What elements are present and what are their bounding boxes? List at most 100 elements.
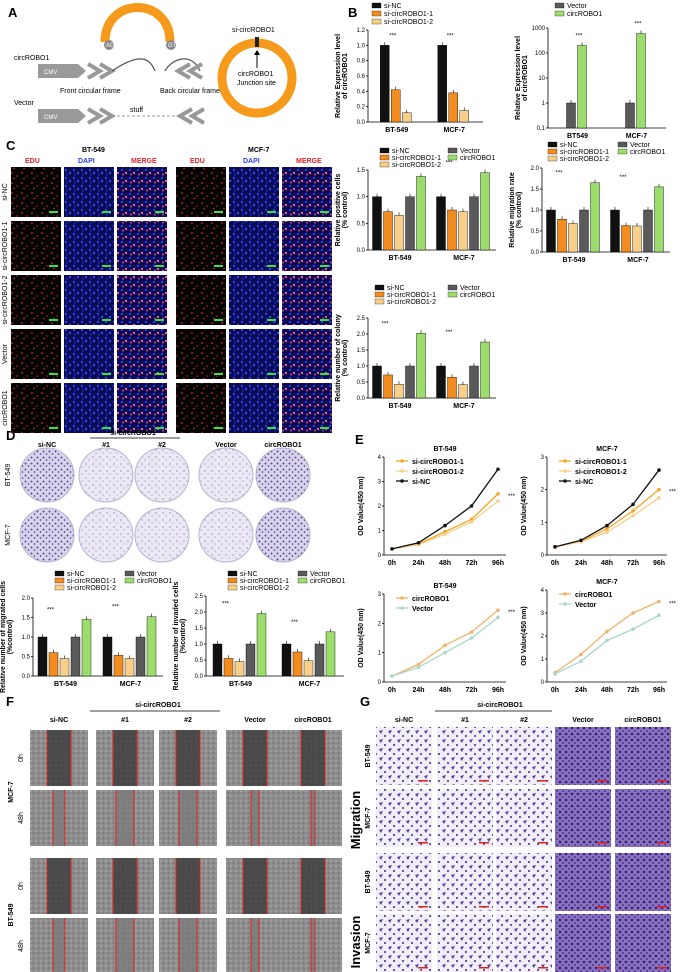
bar: [459, 110, 469, 123]
plate-col-label: circROBO1: [264, 442, 301, 449]
cell-line-label: MCF-7: [365, 807, 372, 828]
y-axis-label: Relative number of colony: [335, 314, 342, 402]
legend-label: Vector: [412, 606, 434, 613]
data-point: [469, 504, 474, 508]
bar: [234, 661, 245, 677]
cell-line-label: BT-549: [8, 903, 15, 926]
series-line: [391, 609, 499, 677]
x-tick-label: BT-549: [385, 127, 408, 134]
y-tick-label: 1.0: [357, 43, 366, 49]
y-tick-label: 1: [378, 651, 382, 657]
bar: [610, 209, 620, 253]
scale-bar: [49, 427, 58, 429]
micrograph-tile: [11, 329, 61, 379]
scale-bar: [479, 842, 489, 844]
legend-swatch: [379, 161, 390, 168]
legend-label: Vector: [137, 571, 158, 578]
y-tick-label: 2: [378, 621, 382, 627]
y-axis-label: (%control): [7, 620, 14, 655]
legend-marker: [400, 596, 404, 600]
legend-label: si-circROBO1-1: [387, 292, 436, 299]
y-axis-label: Relative migration rate: [509, 172, 516, 248]
bar: [568, 223, 578, 253]
significance-mark: ***: [382, 164, 390, 170]
transwell-image: [437, 727, 493, 785]
bar: [458, 384, 468, 399]
legend-label: circROBO1: [412, 596, 449, 603]
transwell-col-label: si-NC: [395, 717, 413, 724]
transwell-col-label: Vector: [572, 717, 594, 724]
bar: [469, 196, 479, 251]
significance-mark: ***: [669, 490, 677, 496]
data-point: [553, 672, 557, 676]
ag-site-icon: [104, 40, 114, 50]
bar: [577, 45, 587, 129]
micrograph-tile: [117, 383, 167, 433]
data-point: [579, 538, 583, 543]
bar: [394, 384, 404, 399]
transwell-image: [376, 914, 432, 972]
x-tick-label: 48h: [439, 687, 451, 694]
data-point: [657, 613, 661, 618]
wound-col-label: #2: [184, 717, 192, 724]
scale-bar: [597, 780, 607, 782]
y-axis-label: (%control): [180, 619, 187, 654]
cell-line-label: BT-549: [365, 870, 372, 893]
bar: [458, 211, 468, 251]
micrograph-tile: [282, 329, 332, 379]
legend-swatch: [379, 154, 390, 161]
x-tick-label: 24h: [575, 560, 587, 567]
micrograph-tile: [64, 221, 114, 271]
series-line: [554, 489, 660, 548]
legend-swatch: [554, 2, 565, 9]
scale-bar: [214, 265, 223, 267]
scale-bar: [320, 211, 329, 213]
y-tick-label: 2.5: [357, 316, 366, 322]
legend-swatch: [547, 155, 558, 162]
legend-label: si-NC: [387, 285, 405, 292]
legend-swatch: [371, 2, 382, 9]
legend-label: si-circROBO1-2: [560, 156, 609, 163]
y-tick-label: 0: [378, 553, 382, 559]
data-point: [496, 608, 500, 612]
legend-label: si-circROBO1-2: [575, 469, 627, 476]
data-point: [496, 467, 500, 472]
y-tick-label: 0.8: [357, 59, 366, 65]
wound-gap: [113, 858, 137, 914]
bar: [391, 89, 401, 123]
scale-bar: [214, 319, 223, 321]
legend-label: si-NC: [412, 479, 430, 486]
bar: [325, 631, 336, 677]
significance-mark: ***: [669, 602, 677, 608]
wound-healing: si-circROBO1 si-NC #1 #2 Vector circROBO1 0h 48…: [8, 702, 342, 972]
data-point: [469, 636, 474, 640]
bar: [102, 636, 113, 677]
y-axis-label: Relative positive cells: [335, 174, 342, 247]
bar: [643, 209, 653, 253]
legend-label: si-circROBO1-1: [384, 11, 433, 18]
wound-gap: [176, 858, 200, 914]
micrograph-tile: [229, 383, 279, 433]
x-tick-label: 96h: [653, 687, 665, 694]
bar: [380, 45, 390, 123]
legend-swatch: [297, 570, 308, 577]
colony-plate: [198, 447, 254, 503]
y-tick-label: 1.5: [22, 616, 31, 622]
series-line: [554, 614, 660, 675]
transwell-image: [555, 789, 611, 847]
legend-label: circROBO1: [137, 578, 173, 585]
transwell-image: [496, 789, 552, 847]
scale-bar: [267, 373, 276, 375]
front-frame-arrows: [86, 62, 116, 80]
transwell-image: [555, 853, 611, 911]
colony-plate: [78, 447, 134, 503]
bar: [480, 172, 490, 251]
wound-gap: [179, 790, 197, 846]
plate-row-label: MCF-7: [5, 524, 12, 545]
legend-swatch: [371, 18, 382, 25]
data-point: [657, 496, 661, 500]
micrograph-tile: [64, 329, 114, 379]
micrograph-tile: [117, 167, 167, 217]
transwell: si-circROBO1 si-NC #1 #2 Vector circROBO1 BT-5…: [348, 702, 671, 972]
si-group-label: si-circROBO1: [135, 702, 181, 709]
